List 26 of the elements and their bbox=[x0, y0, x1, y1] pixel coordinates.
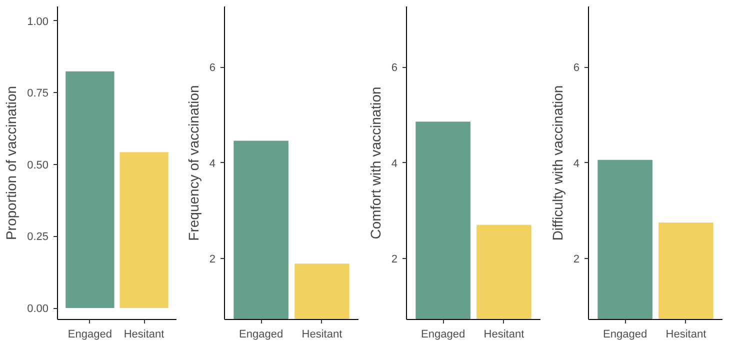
y-tick-label: 0.75 bbox=[27, 88, 49, 100]
x-tick-label: Engaged bbox=[239, 328, 284, 340]
y-axis-title: Proportion of vaccination bbox=[3, 86, 20, 240]
x-tick-label: Engaged bbox=[68, 328, 112, 340]
x-tick-label: Hesitant bbox=[124, 328, 164, 340]
y-tick-label: 4 bbox=[209, 158, 216, 170]
y-tick-label: 0.50 bbox=[27, 159, 49, 172]
y-tick-label: 6 bbox=[209, 62, 216, 74]
y-axis-title: Frequency of vaccination bbox=[185, 85, 202, 241]
y-tick-label: 0.00 bbox=[27, 303, 49, 316]
x-tick-label: Hesitant bbox=[484, 328, 524, 340]
x-tick-label: Hesitant bbox=[666, 328, 706, 340]
y-tick-label: 2 bbox=[209, 253, 216, 266]
y-tick-label: 4 bbox=[391, 158, 398, 170]
y-axis-title: Difficulty with vaccination bbox=[549, 85, 566, 241]
x-tick-label: Engaged bbox=[603, 328, 648, 340]
x-tick-label: Hesitant bbox=[302, 328, 342, 340]
x-tick-label: Engaged bbox=[421, 328, 466, 340]
y-tick-label: 4 bbox=[573, 158, 580, 170]
y-tick-label: 6 bbox=[391, 62, 398, 74]
y-tick-label: 2 bbox=[573, 253, 580, 266]
y-tick-label: 1.00 bbox=[27, 16, 49, 28]
y-tick-label: 0.25 bbox=[27, 231, 49, 244]
y-tick-label: 2 bbox=[391, 253, 398, 266]
y-tick-label: 6 bbox=[573, 62, 580, 74]
y-axis-title: Comfort with vaccination bbox=[367, 86, 384, 240]
